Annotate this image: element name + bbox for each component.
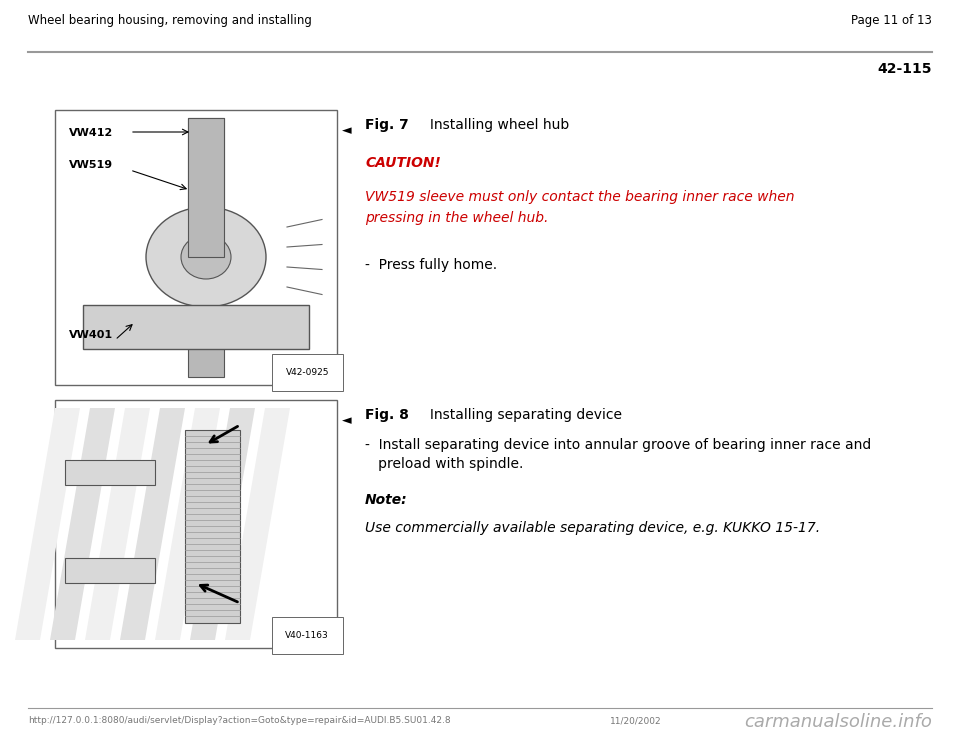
Text: Installing wheel hub: Installing wheel hub xyxy=(408,118,569,132)
Bar xyxy=(55,400,337,648)
Text: Note:: Note: xyxy=(365,493,408,507)
Polygon shape xyxy=(155,408,220,640)
Text: CAUTION!: CAUTION! xyxy=(365,156,441,170)
FancyBboxPatch shape xyxy=(83,305,309,349)
Text: ◄: ◄ xyxy=(343,414,352,427)
Bar xyxy=(188,118,224,257)
Text: -  Install separating device into annular groove of bearing inner race and: - Install separating device into annular… xyxy=(365,438,872,452)
Text: VW519: VW519 xyxy=(69,160,113,170)
Bar xyxy=(188,118,224,377)
Text: Fig. 7: Fig. 7 xyxy=(365,118,409,132)
Polygon shape xyxy=(190,408,255,640)
Bar xyxy=(65,460,155,485)
Text: Installing separating device: Installing separating device xyxy=(408,408,622,422)
Text: Page 11 of 13: Page 11 of 13 xyxy=(852,14,932,27)
Text: Fig. 8: Fig. 8 xyxy=(365,408,409,422)
Text: 42-115: 42-115 xyxy=(877,62,932,76)
Text: VW412: VW412 xyxy=(69,128,113,138)
Text: V40-1163: V40-1163 xyxy=(285,631,329,640)
Text: Use commercially available separating device, e.g. KUKKO 15-17.: Use commercially available separating de… xyxy=(365,521,820,535)
Text: ◄: ◄ xyxy=(343,124,352,137)
Text: 11/20/2002: 11/20/2002 xyxy=(610,716,661,725)
Text: VW519 sleeve must only contact the bearing inner race when
pressing in the wheel: VW519 sleeve must only contact the beari… xyxy=(365,190,795,225)
Bar xyxy=(55,110,337,385)
Polygon shape xyxy=(120,408,185,640)
Text: V42-0925: V42-0925 xyxy=(285,368,329,377)
Text: -  Press fully home.: - Press fully home. xyxy=(365,258,497,272)
Text: preload with spindle.: preload with spindle. xyxy=(365,457,523,471)
Text: VW401: VW401 xyxy=(69,330,113,340)
Polygon shape xyxy=(50,408,115,640)
Polygon shape xyxy=(15,408,80,640)
Bar xyxy=(65,558,155,583)
Bar xyxy=(185,430,240,623)
Text: carmanualsoline.info: carmanualsoline.info xyxy=(744,713,932,731)
Polygon shape xyxy=(225,408,290,640)
Ellipse shape xyxy=(146,207,266,307)
Polygon shape xyxy=(85,408,150,640)
Ellipse shape xyxy=(181,235,231,279)
Text: Wheel bearing housing, removing and installing: Wheel bearing housing, removing and inst… xyxy=(28,14,312,27)
Text: http://127.0.0.1:8080/audi/servlet/Display?action=Goto&type=repair&id=AUDI.B5.SU: http://127.0.0.1:8080/audi/servlet/Displ… xyxy=(28,716,450,725)
